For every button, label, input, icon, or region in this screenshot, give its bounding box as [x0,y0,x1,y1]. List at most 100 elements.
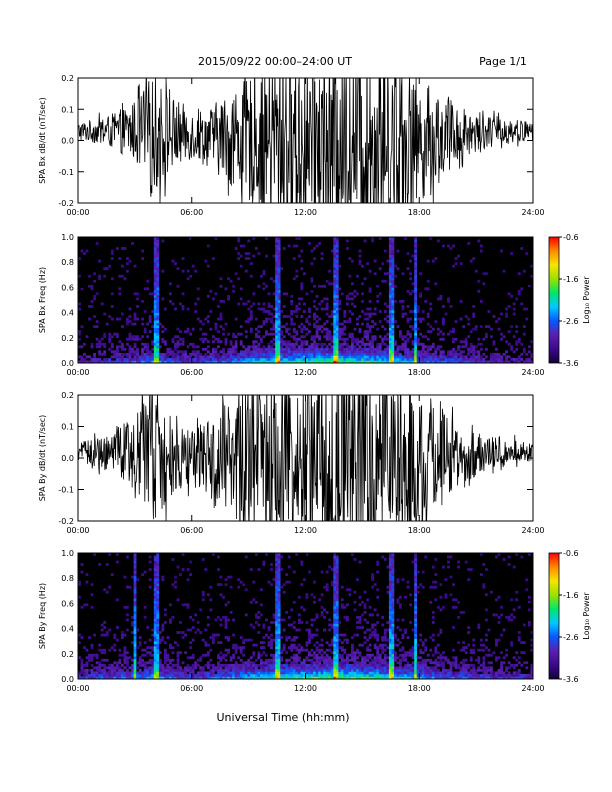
spectrogram-cell [426,337,430,341]
spectrogram-cell [277,315,281,318]
spectrogram-cell [393,360,397,363]
spectrogram-cell [156,676,160,679]
spectrogram-cell [156,558,160,561]
spectrogram-cell [275,658,278,662]
spectrogram-cell [358,327,362,331]
spectrogram-cell [275,287,278,291]
spectrogram-cell [414,626,418,629]
spectrogram-cell [333,600,337,604]
spectrogram-cell [295,646,299,650]
spectrogram-cell [156,332,160,336]
spectrogram-cell [95,671,99,675]
spectrogram-cell [391,598,395,602]
spectrogram-cell [209,310,213,313]
spectrogram-cell [386,666,390,670]
spectrogram-cell [85,673,89,677]
spectrogram-cell [338,676,342,679]
spectrogram-cell [108,347,112,351]
spectrogram-cell [78,337,81,341]
spectrogram-cell [290,320,294,323]
spectrogram-cell [249,623,253,627]
spectrogram-cell [110,257,114,260]
spectrogram-cell [376,636,380,639]
spectrogram-cell [189,560,193,564]
spectrogram-cell [201,340,205,344]
spectrogram-cell [247,638,251,642]
spectrogram-cell [83,646,86,650]
spectrogram-cell [257,631,261,634]
spectrogram-cell [474,658,478,662]
spectrogram-cell [151,663,155,667]
spectrogram-cell [310,593,314,597]
spectrogram-cell [517,357,521,361]
y-tick-label: -0.2 [58,517,74,526]
spectrogram-cell [376,613,380,617]
spectrogram-cell [115,668,119,672]
spectrogram-cell [308,242,311,245]
spectrogram-cell [333,284,337,288]
spectrogram-cell [414,593,418,597]
spectrogram-cell [295,244,299,248]
spectrogram-cell [189,352,193,356]
spectrogram-cell [464,668,468,672]
spectrogram-cell [105,357,109,361]
spectrogram-cell [454,676,458,679]
spectrogram-cell [83,663,86,667]
spectrogram-cell [378,267,382,271]
spectrogram-cell [335,330,339,334]
spectrogram-cell [474,355,478,359]
spectrogram-cell [118,317,122,321]
spectrogram-cell [161,676,165,679]
spectrogram-cell [143,287,147,291]
spectrogram-cell [156,300,160,303]
spectrogram-cell [249,656,253,660]
spectrogram-cell [153,327,157,331]
page-number: Page 1/1 [479,55,527,68]
spectrogram-cell [391,279,395,283]
spectrogram-cell [391,565,395,569]
spectrogram-cell [229,340,233,344]
spectrogram-cell [348,350,352,354]
spectrogram-cell [287,580,291,584]
spectrogram-cell [479,553,483,556]
spectrogram-cell [366,668,369,672]
spectrogram-cell [126,357,129,361]
spectrogram-cell [158,668,162,672]
spectrogram-cell [416,350,420,354]
spectrogram-cell [348,335,352,339]
spectrogram-cell [156,282,160,286]
spectrogram-cell [136,360,139,363]
spectrogram-cell [429,330,433,334]
spectrogram-cell [351,347,354,351]
spectrogram-cell [373,350,377,354]
spectrogram-cell [335,257,339,260]
spectrogram-cell [522,661,526,665]
spectrogram-cell [191,663,195,667]
spectrogram-cell [219,357,223,361]
spectrogram-cell [126,663,129,667]
spectrogram-cell [325,360,329,363]
spectrogram-cell [414,661,418,665]
spectrogram-cell [115,332,119,336]
spectrogram-cell [206,651,210,655]
spectrogram-cell [320,357,324,361]
spectrogram-cell [442,350,445,354]
spectrogram-cell [477,673,481,677]
spectrogram-cell [462,676,466,679]
spectrogram-cell [133,555,137,559]
spectrogram-cell [449,593,453,597]
spectrogram-cell [343,327,347,331]
spectrogram-cell [414,658,418,662]
spectrogram-cell [90,342,94,346]
spectrogram-cell [95,661,99,665]
spectrogram-cell [239,340,243,344]
spectrogram-cell [333,300,337,303]
spectrogram-cell [153,297,157,301]
spectrogram-cell [348,292,352,296]
spectrogram-cell [128,347,132,351]
spectrogram-cell [497,656,501,660]
spectrogram-cell [459,262,463,266]
spectrogram-cell [414,553,418,556]
spectrogram-cell [505,307,509,311]
spectrogram-cell [206,264,210,268]
